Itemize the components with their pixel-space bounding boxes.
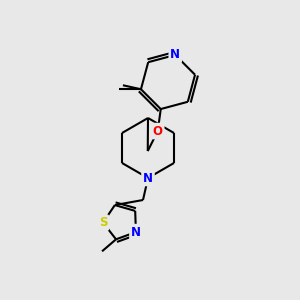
Text: O: O (153, 124, 163, 137)
Text: N: N (143, 172, 153, 184)
Text: N: N (170, 49, 180, 62)
Text: N: N (131, 226, 141, 238)
Text: S: S (99, 216, 107, 229)
